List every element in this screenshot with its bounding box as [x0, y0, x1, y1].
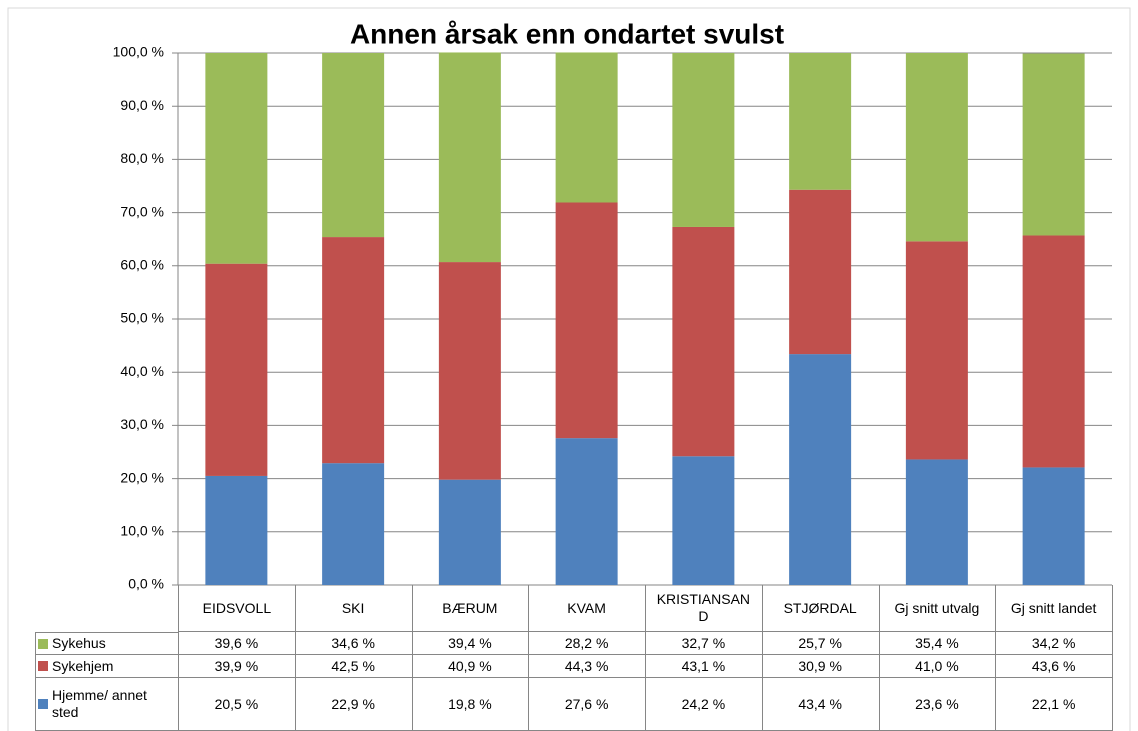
bar-segment	[205, 263, 268, 476]
bar-segment	[789, 189, 852, 355]
data-label: 22,9 %	[294, 678, 413, 731]
data-label: 20,5 %	[178, 678, 296, 731]
data-label: 32,7 %	[645, 632, 763, 655]
bar-segment	[672, 53, 735, 227]
data-label: 41,0 %	[878, 655, 997, 678]
y-tick-label: 60,0 %	[120, 257, 164, 273]
category-label: Gj snitt landet	[995, 585, 1113, 632]
bar-segment	[555, 52, 618, 203]
legend-swatch	[38, 638, 48, 649]
bar-segment	[672, 226, 735, 457]
category-label: KRISTIANSAND	[645, 585, 763, 632]
bar-segment	[672, 456, 735, 585]
legend-swatch	[38, 699, 48, 709]
y-tick-label: 50,0 %	[120, 310, 164, 326]
y-tick-label: 10,0 %	[120, 523, 164, 539]
legend-entry: Hjemme/ annet sted	[35, 678, 179, 731]
bar-segment	[1022, 467, 1085, 585]
data-label: 30,9 %	[761, 655, 880, 678]
legend-entry: Sykehus	[35, 632, 179, 655]
y-tick-label: 80,0 %	[120, 150, 164, 166]
data-label: 24,2 %	[645, 678, 763, 731]
category-label: EIDSVOLL	[178, 585, 296, 632]
legend-swatch	[38, 661, 48, 671]
data-label: 23,6 %	[878, 678, 997, 731]
bar-segment	[322, 237, 385, 464]
data-label: 44,3 %	[528, 655, 646, 678]
data-label: 35,4 %	[878, 632, 997, 655]
data-label: 27,6 %	[528, 678, 646, 731]
bar-segment	[438, 479, 501, 585]
y-tick-label: 30,0 %	[120, 416, 164, 432]
y-tick-label: 40,0 %	[120, 363, 164, 379]
bar-segment	[438, 262, 501, 480]
data-label: 34,6 %	[294, 632, 413, 655]
data-label: 43,4 %	[761, 678, 880, 731]
legend-entry: Sykehjem	[35, 655, 179, 678]
bar-segment	[905, 53, 968, 242]
bar-segment	[322, 53, 385, 238]
data-label: 19,8 %	[411, 678, 530, 731]
bar-segment	[555, 438, 618, 585]
bar-segment	[789, 53, 852, 190]
data-label: 39,9 %	[178, 655, 296, 678]
bar-segment	[438, 52, 501, 263]
category-label: STJØRDAL	[761, 585, 880, 632]
bar-segment	[1022, 235, 1085, 468]
data-label: 34,2 %	[995, 632, 1113, 655]
data-label: 28,2 %	[528, 632, 646, 655]
category-label: KVAM	[528, 585, 646, 632]
data-label: 43,6 %	[995, 655, 1113, 678]
data-label: 43,1 %	[645, 655, 763, 678]
y-tick-label: 20,0 %	[120, 469, 164, 485]
data-label: 39,4 %	[411, 632, 530, 655]
legend-label: Hjemme/ annet sted	[52, 687, 147, 720]
chart-title: Annen årsak enn ondartet svulst	[350, 18, 784, 49]
bar-segment	[905, 459, 968, 585]
legend-label: Sykehus	[52, 635, 106, 651]
y-tick-label: 0,0 %	[128, 576, 164, 592]
data-label: 25,7 %	[761, 632, 880, 655]
bar-segment	[789, 354, 852, 585]
category-label: SKI	[294, 585, 413, 632]
data-label: 42,5 %	[294, 655, 413, 678]
data-label: 40,9 %	[411, 655, 530, 678]
y-tick-label: 100,0 %	[113, 44, 164, 60]
category-label: Gj snitt utvalg	[878, 585, 997, 632]
bar-segment	[1022, 53, 1085, 236]
data-label: 22,1 %	[995, 678, 1113, 731]
legend-label: Sykehjem	[52, 657, 114, 674]
bar-segment	[322, 463, 385, 585]
y-tick-label: 70,0 %	[120, 203, 164, 219]
bar-segment	[205, 475, 268, 585]
data-label: 39,6 %	[178, 632, 296, 655]
y-tick-label: 90,0 %	[120, 97, 164, 113]
bar-segment	[205, 53, 268, 264]
chart-border	[7, 7, 1131, 731]
category-label: BÆRUM	[411, 585, 530, 632]
bar-segment	[905, 241, 968, 460]
bar-segment	[555, 202, 618, 439]
